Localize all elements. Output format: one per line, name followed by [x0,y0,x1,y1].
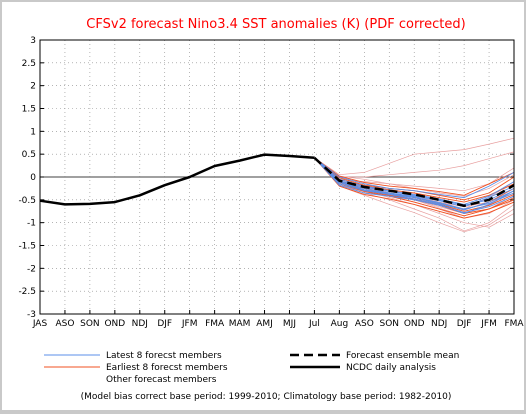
x-tick-label: JAS [32,319,48,329]
legend: Latest 8 forecst members Earliest 8 fore… [44,351,459,385]
y-tick-label: -1 [27,219,36,229]
y-tick-label: -2.5 [18,287,36,297]
x-tick-label: MJJ [283,319,296,329]
x-tick-label: SON [80,319,100,329]
y-tick-label: -1.5 [18,242,36,252]
x-tick-label: MAM [229,319,251,329]
plot-border [39,39,515,315]
x-tick-label: JFM [181,319,198,329]
grid-layer [40,40,514,314]
series-layer [39,137,515,233]
x-tick-label: DJF [457,319,472,329]
tick-layer: -3 -2.5 -2 -1.5 -1 -0.5 0 0.5 1 1.5 2 2.5 3 JAS ASO SON… [18,36,524,329]
x-tick-label: OND [104,319,125,329]
y-tick-label: 0 [30,173,36,183]
y-tick-label: -3 [27,310,36,320]
y-tick-label: -2 [27,264,36,274]
footer-note: (Model bias correct base period: 1999-20… [81,392,452,402]
latest-member-line [314,157,515,210]
latest-member-line [314,157,515,211]
latest-member-line [314,157,515,199]
legend-earliest-label: Earliest 8 forecst members [106,363,228,373]
x-tick-label: SON [379,319,399,329]
y-tick-label: 1 [30,127,36,137]
earliest-member-line [314,157,515,219]
earliest-member-line [314,157,515,196]
y-tick-label: 0.5 [22,150,36,160]
legend-other-label: Other forecast members [106,375,217,385]
x-tick-label: OND [404,319,425,329]
legend-mean-label: Forecast ensemble mean [346,351,459,361]
y-tick-label: 3 [30,36,36,46]
x-tick-label: DJF [157,319,172,329]
observed-line [39,153,315,206]
x-tick-label: Jul [308,319,320,329]
latest-member-line [314,157,515,214]
x-tick-label: JFM [480,319,497,329]
x-tick-label: AMJ [256,319,273,329]
chart-title: CFSv2 forecast Nino3.4 SST anomalies (K)… [86,17,465,32]
x-tick-label: FMA [205,319,225,329]
y-tick-label: 2.5 [22,59,36,69]
legend-latest-label: Latest 8 forecst members [106,351,222,361]
x-tick-label: ASO [55,319,74,329]
y-tick-label: 1.5 [22,105,36,115]
legend-observed-label: NCDC daily analysis [346,363,436,373]
x-tick-label: FMA [504,319,524,329]
other-member-line [314,137,515,176]
x-tick-label: ASO [355,319,374,329]
x-tick-label: NDJ [431,319,447,329]
y-tick-label: 2 [30,82,36,92]
y-tick-label: -0.5 [18,196,36,206]
ensemble-mean-line [313,156,515,208]
latest-member-line [314,157,515,214]
x-tick-label: Aug [331,319,349,329]
x-tick-label: NDJ [132,319,148,329]
